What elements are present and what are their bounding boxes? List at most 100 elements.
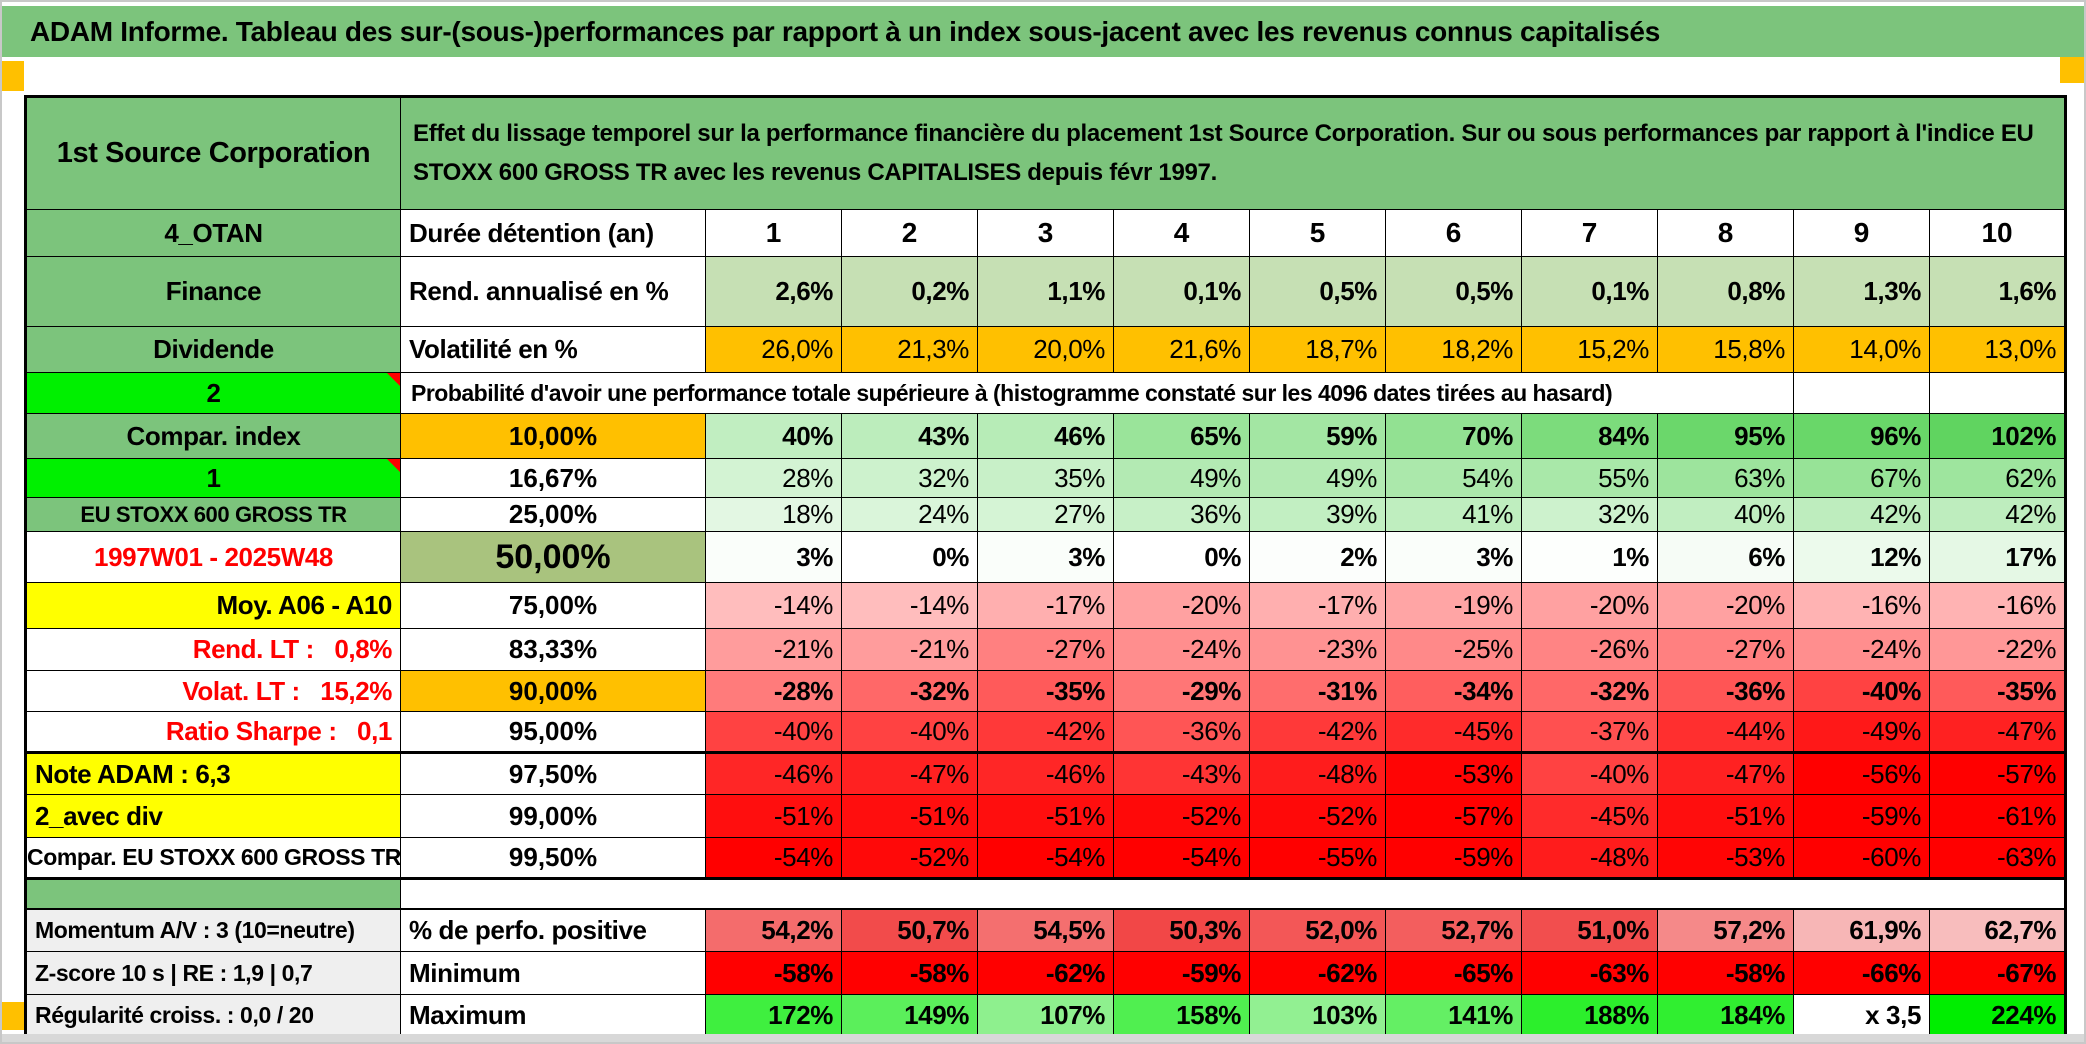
cell-cols-8[interactable]: 8 [1657,209,1794,257]
cell-p83-1[interactable]: -21% [705,628,842,671]
cell-min-10[interactable]: -67% [1928,951,2067,995]
row-subheader-perf[interactable]: % de perfo. positive [400,907,706,952]
cell-min-7[interactable]: -63% [1521,951,1658,995]
cell-p50-6[interactable]: 3% [1385,531,1522,583]
cell-p95-9[interactable]: -49% [1793,711,1930,754]
cell-p75-3[interactable]: -17% [977,582,1114,629]
cell-p25-2[interactable]: 24% [841,497,978,532]
row-subheader-cols[interactable]: Durée détention (an) [400,209,706,257]
cell-p90-3[interactable]: -35% [977,670,1114,712]
row-subheader-p95[interactable]: 95,00% [400,711,706,754]
cell-p75-8[interactable]: -20% [1657,582,1794,629]
cell-cols-7[interactable]: 7 [1521,209,1658,257]
cell-cols-9[interactable]: 9 [1793,209,1930,257]
cell-p16-2[interactable]: 32% [841,458,978,498]
cell-p90-9[interactable]: -40% [1793,670,1930,712]
cell-p83-4[interactable]: -24% [1113,628,1250,671]
cell-p10-6[interactable]: 70% [1385,413,1522,459]
cell-p75-9[interactable]: -16% [1793,582,1930,629]
cell-p50-5[interactable]: 2% [1249,531,1386,583]
cell-p25-7[interactable]: 32% [1521,497,1658,532]
cell-vol-4[interactable]: 21,6% [1113,326,1250,373]
cell-p50-2[interactable]: 0% [841,531,978,583]
row-subheader-p90[interactable]: 90,00% [400,670,706,712]
cell-p83-3[interactable]: -27% [977,628,1114,671]
cell-p975-6[interactable]: -53% [1385,752,1522,795]
row-header-perf[interactable]: Momentum A/V : 3 (10=neutre) [25,907,401,952]
cell-max-6[interactable]: 141% [1385,994,1522,1038]
row-header-p16[interactable]: 1 [25,458,401,498]
cell-perf-10[interactable]: 62,7% [1928,907,2067,952]
cell-p995-9[interactable]: -60% [1793,837,1930,880]
cell-p975-7[interactable]: -40% [1521,752,1658,795]
cell-p16-1[interactable]: 28% [705,458,842,498]
cell-p99-10[interactable]: -61% [1928,794,2067,838]
cell-perf-1[interactable]: 54,2% [705,907,842,952]
cell-p995-1[interactable]: -54% [705,837,842,880]
cell-p83-7[interactable]: -26% [1521,628,1658,671]
cell-p10-4[interactable]: 65% [1113,413,1250,459]
cell-p90-5[interactable]: -31% [1249,670,1386,712]
cell-cols-6[interactable]: 6 [1385,209,1522,257]
cell-p83-6[interactable]: -25% [1385,628,1522,671]
cell-p50-8[interactable]: 6% [1657,531,1794,583]
row-subheader-p50[interactable]: 50,00% [400,531,706,583]
cell-max-7[interactable]: 188% [1521,994,1658,1038]
cell-p83-10[interactable]: -22% [1928,628,2067,671]
cell-perf-6[interactable]: 52,7% [1385,907,1522,952]
cell-p99-1[interactable]: -51% [705,794,842,838]
cell-p16-10[interactable]: 62% [1928,458,2067,498]
cell-min-1[interactable]: -58% [705,951,842,995]
row-subheader-max[interactable]: Maximum [400,994,706,1038]
row-header-p95[interactable]: Ratio Sharpe : 0,1 [25,711,401,754]
cell-p95-6[interactable]: -45% [1385,711,1522,754]
cell-p10-2[interactable]: 43% [841,413,978,459]
cell-vol-8[interactable]: 15,8% [1657,326,1794,373]
cell-max-5[interactable]: 103% [1249,994,1386,1038]
row-header-prob[interactable]: 2 [25,372,401,414]
cell-p50-1[interactable]: 3% [705,531,842,583]
cell-rend-4[interactable]: 0,1% [1113,256,1250,327]
cell-p99-7[interactable]: -45% [1521,794,1658,838]
cell-p975-1[interactable]: -46% [705,752,842,795]
cell-p75-2[interactable]: -14% [841,582,978,629]
row-header-p75[interactable]: Moy. A06 - A10 [25,582,401,629]
row-header-max[interactable]: Régularité croiss. : 0,0 / 20 [25,994,401,1038]
row-header-p99[interactable]: 2_avec div [25,794,401,838]
cell-p16-5[interactable]: 49% [1249,458,1386,498]
cell-perf-8[interactable]: 57,2% [1657,907,1794,952]
cell-p10-5[interactable]: 59% [1249,413,1386,459]
empty-cell[interactable] [1928,372,2067,414]
cell-p90-2[interactable]: -32% [841,670,978,712]
cell-vol-9[interactable]: 14,0% [1793,326,1930,373]
cell-p25-8[interactable]: 40% [1657,497,1794,532]
cell-p75-6[interactable]: -19% [1385,582,1522,629]
cell-p95-7[interactable]: -37% [1521,711,1658,754]
cell-p25-4[interactable]: 36% [1113,497,1250,532]
cell-min-2[interactable]: -58% [841,951,978,995]
cell-p95-2[interactable]: -40% [841,711,978,754]
cell-p75-1[interactable]: -14% [705,582,842,629]
cell-vol-3[interactable]: 20,0% [977,326,1114,373]
cell-p10-9[interactable]: 96% [1793,413,1930,459]
cell-p975-4[interactable]: -43% [1113,752,1250,795]
cell-max-2[interactable]: 149% [841,994,978,1038]
cell-rend-7[interactable]: 0,1% [1521,256,1658,327]
row-header-rend[interactable]: Finance [25,256,401,327]
cell-p10-7[interactable]: 84% [1521,413,1658,459]
cell-p995-3[interactable]: -54% [977,837,1114,880]
cell-vol-7[interactable]: 15,2% [1521,326,1658,373]
row-header-p995[interactable]: Compar. EU STOXX 600 GROSS TR [25,837,401,880]
row-header-p975[interactable]: Note ADAM : 6,3 [25,752,401,795]
cell-perf-3[interactable]: 54,5% [977,907,1114,952]
cell-max-4[interactable]: 158% [1113,994,1250,1038]
row-header-p10[interactable]: Compar. index [25,413,401,459]
cell-p90-7[interactable]: -32% [1521,670,1658,712]
row-subheader-vol[interactable]: Volatilité en % [400,326,706,373]
cell-cols-10[interactable]: 10 [1928,209,2067,257]
row-header-p25[interactable]: EU STOXX 600 GROSS TR [25,497,401,532]
cell-p16-6[interactable]: 54% [1385,458,1522,498]
cell-p99-3[interactable]: -51% [977,794,1114,838]
cell-cols-4[interactable]: 4 [1113,209,1250,257]
cell-p50-4[interactable]: 0% [1113,531,1250,583]
